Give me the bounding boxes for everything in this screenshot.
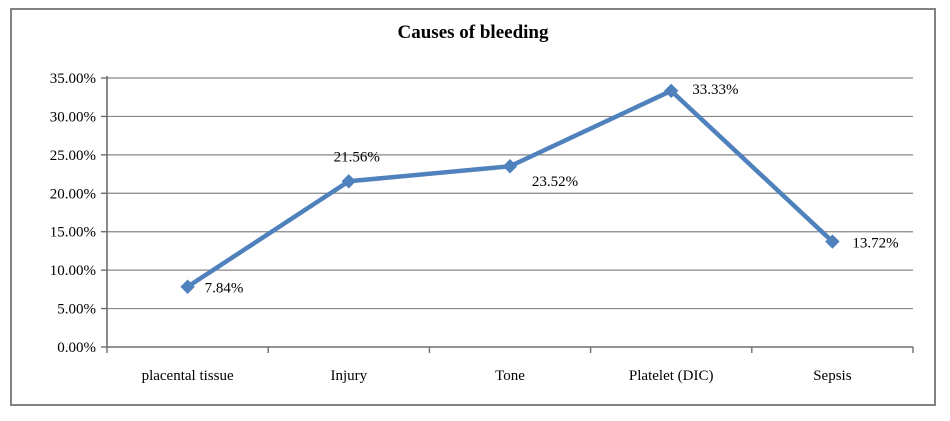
y-axis-label: 25.00% (50, 148, 96, 164)
data-point-marker (341, 174, 357, 189)
x-axis-label: Tone (495, 368, 525, 384)
y-axis-label: 10.00% (50, 263, 96, 279)
data-point-marker (502, 159, 518, 174)
data-point-label: 21.56% (334, 149, 380, 165)
y-axis-label: 20.00% (50, 186, 96, 202)
x-axis-label: Platelet (DIC) (629, 368, 714, 384)
data-point-label: 7.84% (205, 281, 244, 297)
x-axis-label: Sepsis (813, 368, 852, 384)
data-point-marker (825, 234, 840, 249)
data-point-label: 23.52% (532, 174, 578, 190)
x-axis-label: Injury (330, 368, 367, 384)
y-axis-label: 5.00% (57, 302, 96, 318)
x-axis-label: placental tissue (142, 368, 234, 384)
chart-title: Causes of bleeding (397, 22, 549, 43)
y-axis-label: 0.00% (57, 340, 96, 356)
chart-outer-frame (10, 8, 936, 406)
data-point-marker (180, 279, 195, 294)
data-point-label: 33.33% (692, 82, 738, 98)
y-axis-label: 15.00% (50, 225, 96, 241)
series-line (185, 88, 835, 289)
data-point-label: 13.72% (852, 236, 898, 252)
y-axis-label: 35.00% (50, 71, 96, 87)
y-axis-label: 30.00% (50, 109, 96, 125)
data-point-marker (663, 83, 679, 99)
